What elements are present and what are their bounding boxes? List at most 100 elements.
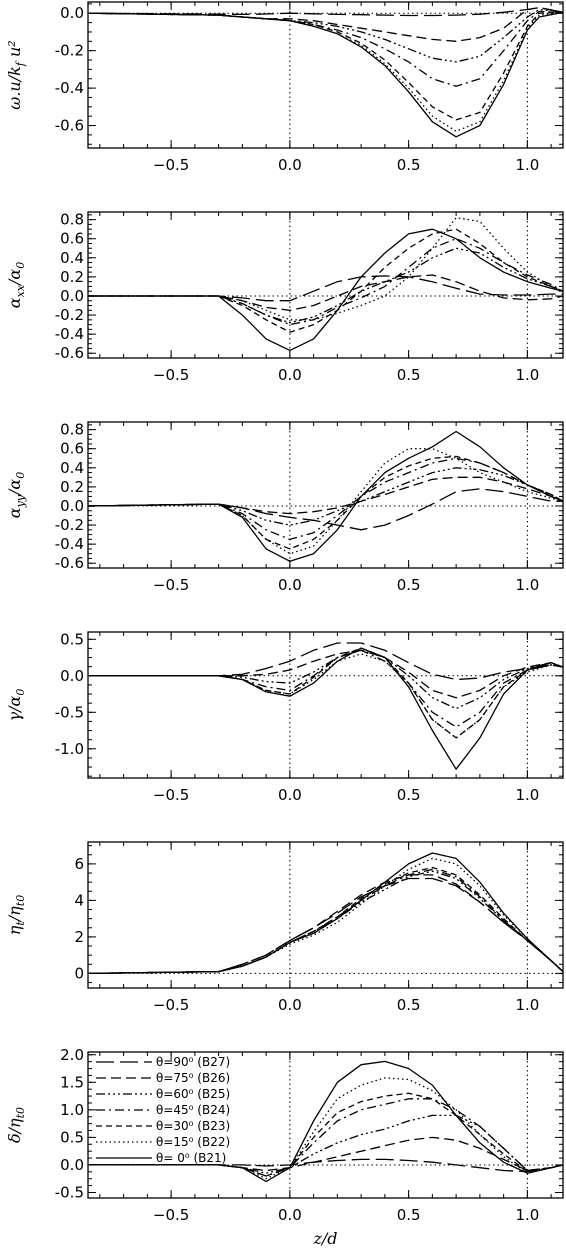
x-tick-label: 1.0 [515, 786, 539, 804]
series-line-dash [88, 1136, 564, 1172]
y-axis-label: δ/ηt0 [5, 1107, 27, 1143]
y-tick-label: 0.0 [60, 287, 84, 305]
series-line-solid [88, 228, 564, 352]
x-tick-label: 0.0 [278, 576, 302, 594]
y-axis-label: γ/α0 [5, 689, 27, 722]
y-tick-label: 0.2 [60, 268, 84, 286]
legend-label: θ= 0⁰ (B21) [156, 1151, 226, 1165]
y-tick-label: 0.8 [60, 421, 84, 439]
series-line-dash [87, 6, 564, 42]
x-tick-label: −0.5 [153, 156, 189, 174]
series-line-solid [87, 430, 564, 562]
y-tick-label: -0.4 [55, 325, 84, 343]
series-line-dashdot [88, 649, 564, 728]
series-line-solid [88, 647, 564, 770]
chart-panel-5: 6 4 2 0 −0.5 0.0 0.5 1.0 ηt/ηt0 [5, 841, 564, 1014]
y-tick-label: -0.6 [55, 554, 84, 572]
series-line-dotted [87, 857, 564, 975]
x-tick-label: 0.0 [278, 156, 302, 174]
y-axis-label: ηt/ηt0 [5, 895, 27, 935]
x-tick-label: −0.5 [153, 576, 189, 594]
series-line-shortdash [87, 455, 564, 550]
series-line-solid [88, 1060, 564, 1183]
series-line-longdash [88, 1158, 564, 1173]
series-line-longdash [87, 488, 563, 531]
series-line-longdash [87, 6, 564, 17]
series-line-dotted [88, 1077, 564, 1180]
y-tick-label: 0.0 [60, 4, 84, 22]
x-tick-label: 0.5 [397, 786, 421, 804]
plot-frame [87, 1, 564, 149]
y-tick-label: 0.5 [60, 630, 84, 648]
x-tick-label: 0.0 [278, 1206, 302, 1224]
y-tick-label: 0.6 [60, 230, 84, 248]
y-tick-label: -0.2 [55, 42, 84, 60]
legend-label: θ=45⁰ (B24) [156, 1103, 230, 1117]
x-tick-label: 0.5 [397, 156, 421, 174]
y-tick-label: -0.5 [55, 1183, 84, 1201]
y-tick-label: -0.2 [55, 516, 84, 534]
y-tick-label: -1.0 [55, 740, 84, 758]
legend-label: θ=60⁰ (B25) [156, 1087, 230, 1101]
series-line-dashdot [87, 10, 564, 87]
y-tick-label: 0.2 [60, 478, 84, 496]
y-axis-label: αxx/α0 [5, 262, 27, 308]
x-tick-label: 1.0 [515, 576, 539, 594]
y-tick-label: 0.8 [60, 211, 84, 229]
x-tick-label: 0.0 [278, 996, 302, 1014]
chart-panel-6: 2.0 1.5 1.0 0.5 0.0 -0.5 −0.5 0.0 0.5 1.0 δ/ηt0 z/d… [5, 1046, 564, 1248]
legend: θ=90⁰ (B27) θ=75⁰ (B26) θ=60⁰ (B25) θ=45⁰ (… [96, 1055, 230, 1165]
y-axis-label: ω.u/kf u² [5, 40, 27, 109]
series-line-dashdotdotdot [88, 247, 564, 324]
series-line-dashdotdotdot [87, 8, 564, 63]
series-line-dotted [87, 448, 564, 555]
series-line-dashdot [87, 457, 564, 541]
y-tick-label: 0.4 [60, 249, 84, 267]
y-axis-label: αyy/α0 [5, 472, 27, 518]
x-tick-label: 0.0 [278, 786, 302, 804]
y-tick-label: -0.6 [55, 344, 84, 362]
series-line-dash [88, 649, 564, 699]
series-line-shortdash [88, 1092, 564, 1177]
x-tick-label: −0.5 [153, 366, 189, 384]
y-tick-label: -0.4 [55, 535, 84, 553]
legend-label: θ=15⁰ (B22) [156, 1135, 230, 1149]
series-line-dashdot [88, 238, 564, 326]
y-tick-label: 6 [74, 855, 84, 873]
chart-panel-4: 0.5 0.0 -0.5 -1.0 −0.5 0.0 0.5 1.0 γ/α0 [5, 630, 564, 804]
x-tick-label: 1.0 [515, 156, 539, 174]
series-line-dashdot [87, 868, 564, 975]
plot-frame [87, 421, 564, 569]
legend-label: θ=30⁰ (B23) [156, 1119, 230, 1133]
x-tick-label: 0.5 [397, 366, 421, 384]
x-tick-label: 0.5 [397, 1206, 421, 1224]
chart-panel-3: 0.80.60.40.20.0-0.2-0.4-0.6−0.5 0.0 0.5 1.0… [5, 421, 564, 594]
y-tick-label: -0.6 [55, 117, 84, 135]
series-line-solid [87, 11, 564, 138]
y-tick-label: 0.0 [60, 667, 84, 685]
series-line-dashdotdotdot [88, 1114, 564, 1174]
plot-frame [87, 211, 564, 359]
x-tick-label: 0.5 [397, 996, 421, 1014]
y-tick-label: -0.5 [55, 703, 84, 721]
y-tick-label: 2.0 [60, 1046, 84, 1064]
plot-frame [87, 631, 564, 779]
legend-label: θ=75⁰ (B26) [156, 1071, 230, 1085]
y-tick-label: 0.5 [60, 1128, 84, 1146]
series-line-dash [87, 476, 564, 515]
series-line-shortdash [88, 228, 564, 333]
y-tick-label: 4 [74, 891, 84, 909]
y-tick-label: -0.2 [55, 306, 84, 324]
series-line-longdash [88, 275, 563, 302]
y-tick-label: 1.5 [60, 1073, 84, 1091]
chart-panel-1: 0.0 -0.2 -0.4 -0.6 −0.5 0.0 0.5 1.0 ω.u/kf u² [5, 1, 564, 174]
plot-frame [87, 841, 564, 989]
y-tick-label: 0.4 [60, 459, 84, 477]
y-tick-label: 1.0 [60, 1101, 84, 1119]
x-tick-label: 0.0 [278, 366, 302, 384]
legend-label: θ=90⁰ (B27) [156, 1055, 230, 1069]
x-tick-label: 1.0 [515, 1206, 539, 1224]
series-line-dashdotdotdot [88, 649, 564, 710]
y-tick-label: 2 [74, 928, 84, 946]
plot-frame [87, 1051, 564, 1199]
